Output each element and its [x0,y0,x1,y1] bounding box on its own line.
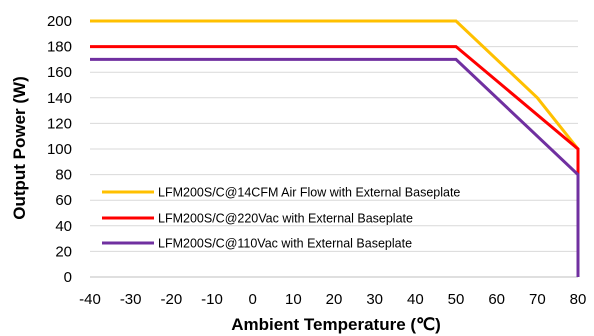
y-tick-label: 40 [55,218,72,235]
x-tick-label: 80 [570,291,587,308]
legend-label: LFM200S/C@220Vac with External Baseplate [158,212,413,226]
y-tick-label: 0 [64,269,72,286]
x-tick-label: 30 [366,291,383,308]
x-tick-label: 20 [326,291,343,308]
legend: LFM200S/C@14CFM Air Flow with External B… [102,186,460,251]
y-tick-label: 80 [55,167,72,184]
legend-label: LFM200S/C@110Vac with External Baseplate [158,237,412,251]
x-tick-label: 10 [285,291,302,308]
x-tick-label: -40 [79,291,101,308]
x-tick-label: -10 [201,291,223,308]
series-line-3 [90,57,580,277]
y-tick-label: 120 [47,115,72,132]
y-tick-label: 160 [47,64,72,81]
x-axis-title: Ambient Temperature (℃) [231,315,441,334]
legend-item: LFM200S/C@110Vac with External Baseplate [102,237,412,251]
y-tick-label: 180 [47,39,72,56]
y-tick-label: 20 [55,243,72,260]
x-tick-label: 40 [407,291,424,308]
y-tick-label: 140 [47,90,72,107]
x-tick-label: 70 [529,291,546,308]
y-tick-label: 100 [47,141,72,158]
x-tick-label: 60 [488,291,505,308]
x-tick-label: -20 [160,291,182,308]
y-tick-label: 60 [55,192,72,209]
x-tick-labels: -40 -30 -20 -10 0 10 20 30 40 50 60 70 80 [79,291,586,308]
x-tick-label: -30 [120,291,142,308]
y-axis-title: Output Power (W) [10,76,29,220]
y-tick-label: 200 [47,13,72,30]
x-tick-label: 0 [248,291,256,308]
y-tick-labels: 0 20 40 60 80 100 120 140 160 180 200 [47,13,72,286]
legend-item: LFM200S/C@14CFM Air Flow with External B… [102,186,460,200]
series-lines [90,19,580,277]
legend-item: LFM200S/C@220Vac with External Baseplate [102,212,413,226]
legend-label: LFM200S/C@14CFM Air Flow with External B… [158,186,460,200]
x-tick-label: 50 [448,291,465,308]
